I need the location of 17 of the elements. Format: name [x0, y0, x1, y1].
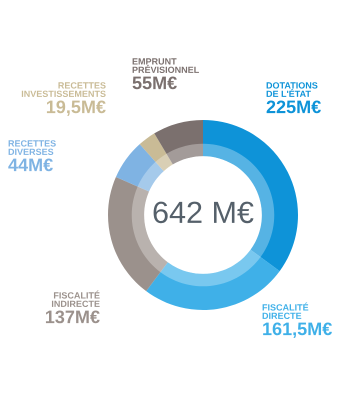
donut-slice — [116, 144, 164, 192]
slice-label: FISCALITÉ INDIRECTE — [52, 290, 100, 308]
slice-label: DOTATIONS DE L'ÉTAT — [266, 82, 318, 97]
donut-slice — [140, 133, 173, 172]
text: 642 M€ — [154, 202, 254, 224]
data-label: 44M€ — [8, 158, 53, 172]
slice-label: FISCALITÉ DIRECTE — [262, 302, 308, 320]
slice-label: EMPRUNT PRÉVISIONNEL — [132, 58, 199, 74]
slice-label: RECETTES DIVERSES — [8, 140, 56, 156]
slice-label: RECETTES INVESTISSEMENTS — [22, 82, 106, 98]
data-label: 225M€ — [266, 100, 321, 114]
data-label: 161,5M€ — [263, 322, 332, 338]
data-label: 19,5M€ — [46, 100, 106, 116]
donut-slice — [154, 120, 203, 164]
data-label: 55M€ — [132, 76, 177, 90]
data-label: 137M€ — [46, 310, 100, 324]
donut-slice — [203, 120, 298, 272]
